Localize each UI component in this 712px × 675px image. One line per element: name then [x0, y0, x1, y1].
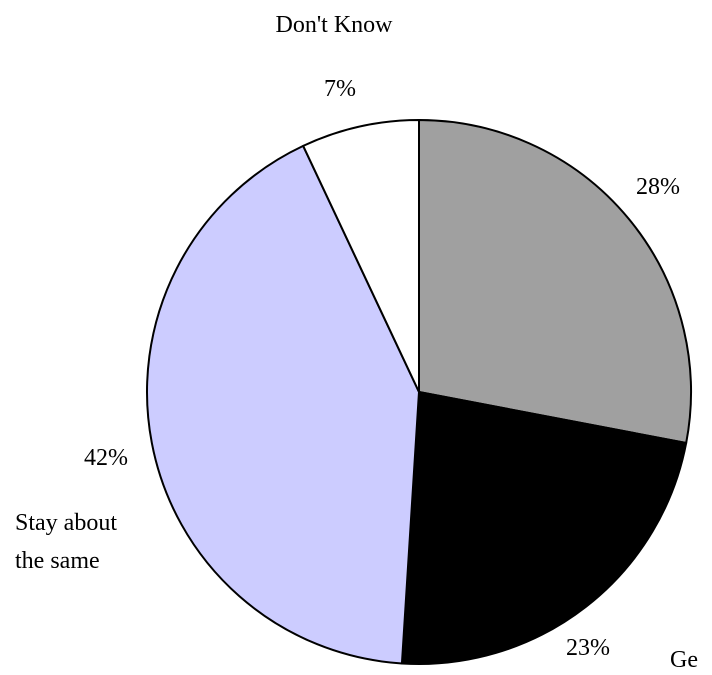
pie-slice-3: [302, 119, 420, 393]
value-label-28: 28%: [636, 174, 680, 200]
category-label-dont-know: Don't Know: [276, 12, 394, 38]
pie-slice-0: [418, 119, 692, 444]
category-label-ge: Ge: [670, 647, 698, 673]
value-label-42: 42%: [84, 445, 128, 471]
value-label-23: 23%: [566, 635, 610, 661]
pie-slice-1: [400, 391, 688, 665]
category-label-stay-line2: the same: [15, 548, 100, 574]
category-label-stay-line1: Stay about: [15, 510, 117, 536]
pie-slices: [146, 119, 692, 665]
value-label-7: 7%: [324, 76, 356, 102]
pie-slice-2: [146, 144, 420, 665]
